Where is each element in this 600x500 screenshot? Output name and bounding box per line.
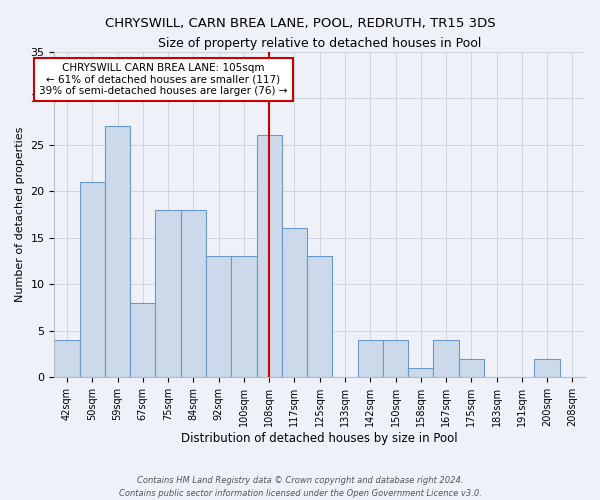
Y-axis label: Number of detached properties: Number of detached properties [15, 127, 25, 302]
Bar [458, 358, 484, 378]
Text: CHRYSWILL CARN BREA LANE: 105sqm
← 61% of detached houses are smaller (117)
39% : CHRYSWILL CARN BREA LANE: 105sqm ← 61% o… [39, 63, 287, 96]
Bar [282, 228, 307, 378]
X-axis label: Distribution of detached houses by size in Pool: Distribution of detached houses by size … [181, 432, 458, 445]
Bar [55, 340, 80, 378]
Bar [358, 340, 383, 378]
Bar [181, 210, 206, 378]
Bar [408, 368, 433, 378]
Text: CHRYSWILL, CARN BREA LANE, POOL, REDRUTH, TR15 3DS: CHRYSWILL, CARN BREA LANE, POOL, REDRUTH… [104, 18, 496, 30]
Text: Contains HM Land Registry data © Crown copyright and database right 2024.
Contai: Contains HM Land Registry data © Crown c… [119, 476, 481, 498]
Bar [535, 358, 560, 378]
Bar [155, 210, 181, 378]
Bar [383, 340, 408, 378]
Bar [307, 256, 332, 378]
Bar [433, 340, 458, 378]
Bar [105, 126, 130, 378]
Title: Size of property relative to detached houses in Pool: Size of property relative to detached ho… [158, 38, 481, 51]
Bar [130, 303, 155, 378]
Bar [206, 256, 231, 378]
Bar [257, 136, 282, 378]
Bar [80, 182, 105, 378]
Bar [231, 256, 257, 378]
